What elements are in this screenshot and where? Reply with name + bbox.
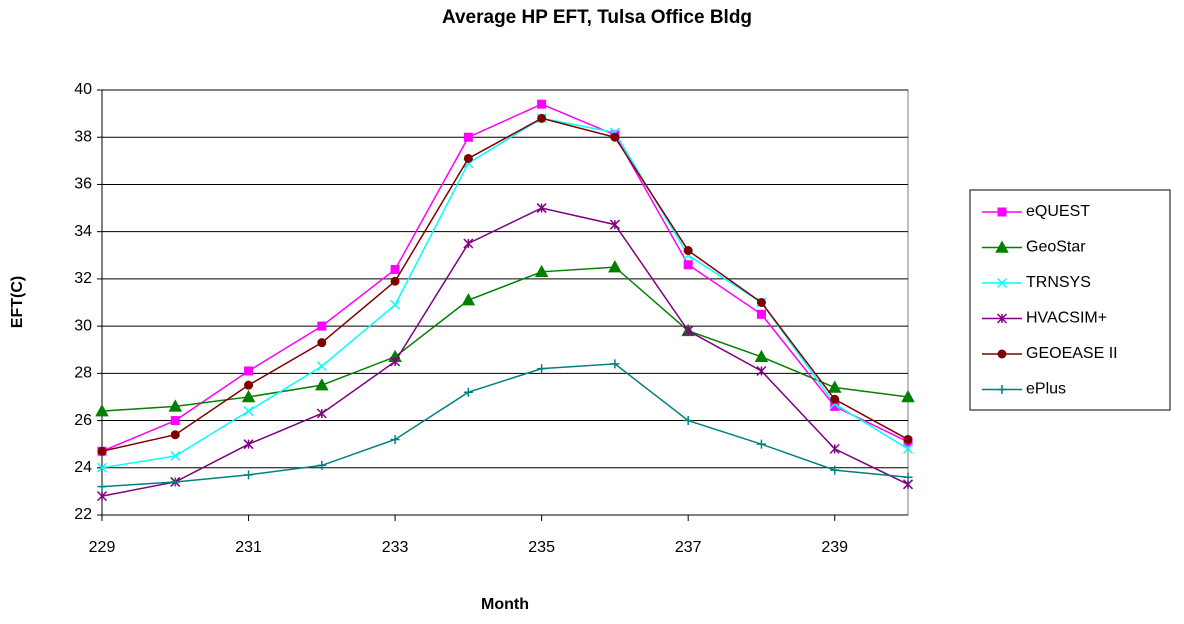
legend-label: GEOEASE II [1026,345,1118,362]
marker [316,361,327,372]
marker [390,276,400,286]
marker [463,238,474,249]
series-line [101,103,909,452]
marker [756,309,766,319]
chart-title: Average HP EFT, Tulsa Office Bldg [442,7,752,28]
marker [463,387,473,397]
marker [537,113,547,123]
legend-label: GeoStar [1026,239,1086,256]
marker [610,132,620,142]
marker [903,434,913,444]
y-axis-label: EFT(C) [9,276,26,328]
marker [683,260,693,270]
marker [243,406,254,417]
y-tick-label: 28 [74,365,92,382]
marker [170,416,180,426]
marker [390,264,400,274]
marker [608,260,622,273]
marker [902,443,914,454]
x-tick-label: 229 [89,539,116,556]
marker [317,338,327,348]
legend-marker [997,349,1007,359]
marker [97,446,107,456]
marker [96,462,108,473]
marker [244,470,254,480]
x-tick-label: 233 [382,539,409,556]
legend-marker [997,385,1007,394]
marker [827,380,842,393]
marker [463,132,473,142]
legend-label: eQUEST [1026,203,1090,220]
marker [243,439,254,450]
marker [754,349,769,363]
marker [683,246,693,256]
x-tick-label: 239 [821,539,848,556]
marker [168,399,183,412]
plot-frame [101,89,909,516]
marker [463,153,473,163]
marker [756,365,767,377]
marker [95,404,109,417]
legend-marker [997,207,1007,217]
y-tick-label: 32 [74,270,92,287]
marker [317,321,327,331]
y-tick-label: 22 [74,506,92,523]
marker [609,219,620,230]
marker [390,299,401,310]
marker [610,359,620,369]
legend-marker [995,240,1009,253]
marker [537,364,547,374]
marker [97,482,107,492]
x-axis-label: Month [481,596,529,613]
legend-label: TRNSYS [1026,274,1091,291]
marker [461,293,476,306]
marker [390,434,400,444]
marker [241,389,256,403]
y-tick-label: 30 [74,317,92,334]
marker [96,491,108,502]
marker [536,203,547,214]
marker [316,408,327,419]
marker [830,465,840,475]
marker [756,439,766,449]
series-line [101,207,909,497]
legend-marker [996,277,1008,289]
marker [170,477,180,487]
marker [830,394,840,404]
y-tick-label: 24 [74,459,92,476]
y-tick-label: 36 [74,176,92,193]
legend-marker [996,313,1008,324]
marker [244,380,254,390]
series-line [101,266,909,412]
marker [829,443,840,454]
marker [683,325,694,336]
marker [390,356,401,367]
y-tick-label: 26 [74,412,92,429]
marker [830,401,840,411]
x-tick-label: 235 [528,539,555,556]
y-tick-label: 40 [74,81,92,98]
marker [315,378,329,391]
marker [170,430,180,440]
y-tick-label: 34 [74,223,92,240]
marker [534,264,549,278]
legend-label: HVACSIM+ [1026,310,1107,327]
marker [537,99,547,109]
series-line [101,117,909,452]
marker [901,389,915,403]
series-line [101,117,909,469]
legend-box [969,189,1171,411]
marker [170,450,181,462]
legend-label: ePlus [1026,381,1066,398]
marker [244,366,254,376]
marker [317,460,327,470]
marker [903,472,913,482]
marker [683,416,693,426]
series-line [101,363,909,488]
y-tick-label: 38 [74,128,92,145]
x-tick-label: 231 [235,539,262,556]
x-tick-label: 237 [675,539,702,556]
marker [756,298,766,307]
